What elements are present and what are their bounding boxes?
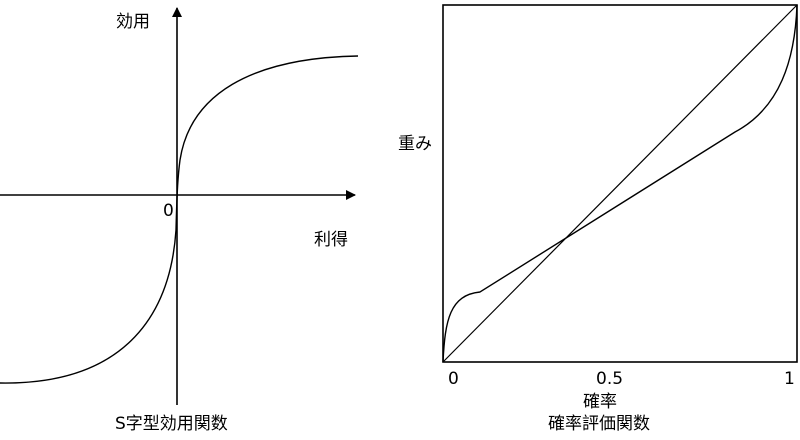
weight-axis-label: 重み	[398, 134, 432, 154]
weighting-curve	[442, 4, 798, 363]
utility-axis-label: 効用	[116, 12, 150, 32]
x-tick-1: 1	[784, 369, 795, 389]
right-panel	[442, 4, 798, 363]
diagonal-reference-line	[442, 4, 798, 363]
plot-frame	[442, 4, 798, 363]
x-tick-0-5: 0.5	[596, 369, 624, 389]
left-panel	[0, 7, 359, 405]
probability-axis-label: 確率	[583, 392, 617, 412]
gain-axis-label: 利得	[314, 230, 348, 250]
s-shaped-utility-curve	[0, 55, 359, 384]
origin-label: 0	[163, 201, 174, 221]
x-tick-0: 0	[448, 369, 459, 389]
left-caption: S字型効用関数	[115, 414, 228, 434]
right-caption: 確率評価関数	[548, 414, 650, 434]
